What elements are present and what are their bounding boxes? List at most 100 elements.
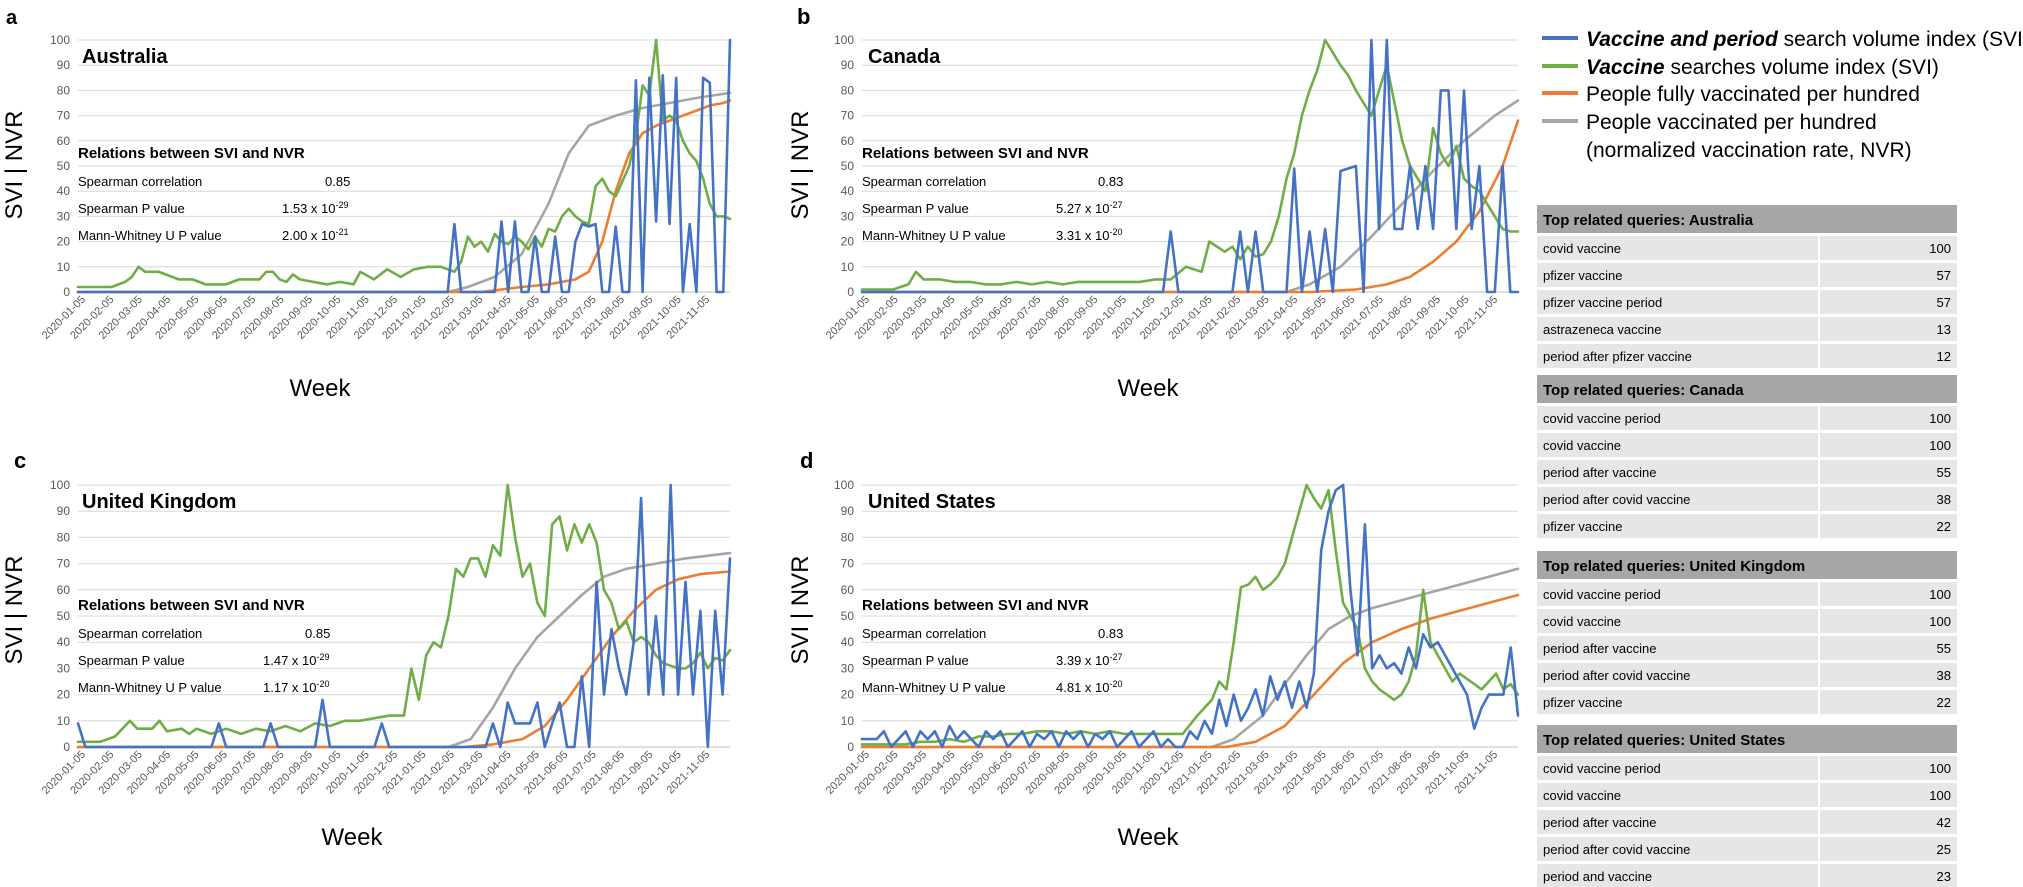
y-tick-label: 20 xyxy=(841,235,855,249)
table-cell-bg xyxy=(1537,263,1818,287)
stats-value-mann-whitney: 2.00 x 10-21 xyxy=(282,227,349,243)
table-cell-bg xyxy=(1820,837,1957,861)
y-tick-label: 70 xyxy=(841,109,855,123)
panel-letter: b xyxy=(797,4,810,29)
stats-label-spearman-p: Spearman P value xyxy=(862,653,969,668)
table-cell-bg xyxy=(1820,582,1957,606)
stats-value-spearman: 0.85 xyxy=(325,174,350,189)
y-tick-label: 50 xyxy=(57,609,71,623)
chart-panel-a: 01020304050607080901002020-01-052020-02-… xyxy=(1,7,732,402)
query-value: 100 xyxy=(1929,241,1951,256)
table-title: Top related queries: Australia xyxy=(1543,212,1754,229)
panel-letter: c xyxy=(14,448,26,473)
table-header-bg xyxy=(1537,375,1957,403)
stats-label-mann-whitney: Mann-Whitney U P value xyxy=(862,680,1006,695)
y-tick-label: 20 xyxy=(57,688,71,702)
stats-label-spearman-p: Spearman P value xyxy=(862,201,969,216)
query-label: covid vaccine period xyxy=(1543,587,1661,602)
query-label: period after covid vaccine xyxy=(1543,492,1690,507)
chart-title: United States xyxy=(868,491,996,513)
stats-box: Relations between SVI and NVR Spearman c… xyxy=(78,597,330,695)
query-value: 100 xyxy=(1929,438,1951,453)
query-label: astrazeneca vaccine xyxy=(1543,322,1662,337)
table-cell-bg xyxy=(1537,837,1818,861)
query-label: covid vaccine xyxy=(1543,614,1621,629)
y-axis-label: SVI | NVR xyxy=(1,556,28,665)
y-tick-label: 80 xyxy=(57,530,71,544)
table-header-bg xyxy=(1537,725,1957,753)
query-value: 42 xyxy=(1937,815,1951,830)
table-cell-bg xyxy=(1820,406,1957,430)
legend-label-svi-vaccine: Vaccine searches volume index (SVI) xyxy=(1586,56,1939,79)
table-cell-bg xyxy=(1820,864,1957,887)
table-cell-bg xyxy=(1537,460,1818,484)
table-cell-bg xyxy=(1820,290,1957,314)
y-tick-label: 80 xyxy=(841,530,855,544)
y-tick-label: 10 xyxy=(841,260,855,274)
query-table: Top related queries: Australia covid vacc… xyxy=(1537,205,1957,368)
y-tick-label: 70 xyxy=(57,109,71,123)
legend-label-fully: People fully vaccinated per hundred xyxy=(1586,83,1920,106)
y-tick-label: 100 xyxy=(50,478,70,492)
query-label: covid vaccine period xyxy=(1543,761,1661,776)
svi-vaccine-line xyxy=(860,483,1520,746)
stats-value-spearman-p: 1.47 x 10-29 xyxy=(263,652,330,668)
table-cell-bg xyxy=(1537,344,1818,368)
y-tick-label: 0 xyxy=(847,285,854,299)
y-tick-label: 50 xyxy=(57,159,71,173)
vaccinated-line xyxy=(860,567,1520,749)
table-cell-bg xyxy=(1537,406,1818,430)
table-cell-bg xyxy=(1537,864,1818,887)
query-table: Top related queries: United Kingdom covid… xyxy=(1537,551,1957,714)
svi-period-line xyxy=(860,38,1520,294)
chart-panel-c: 01020304050607080901002020-01-052020-02-… xyxy=(1,448,732,851)
stats-title: Relations between SVI and NVR xyxy=(78,145,305,162)
y-tick-label: 30 xyxy=(57,209,71,223)
table-cell-bg xyxy=(1537,810,1818,834)
table-cell-bg xyxy=(1537,609,1818,633)
table-cell-bg xyxy=(1820,514,1957,538)
chart-title: United Kingdom xyxy=(82,491,236,513)
stats-value-spearman-p: 5.27 x 10-27 xyxy=(1056,200,1123,216)
y-tick-label: 20 xyxy=(57,235,71,249)
stats-value-mann-whitney: 1.17 x 10-20 xyxy=(263,679,330,695)
stats-label-spearman-p: Spearman P value xyxy=(78,653,185,668)
stats-label-spearman: Spearman correlation xyxy=(78,626,202,641)
table-cell-bg xyxy=(1537,290,1818,314)
stats-label-spearman: Spearman correlation xyxy=(78,174,202,189)
query-label: pfizer vaccine xyxy=(1543,695,1622,710)
query-value: 12 xyxy=(1937,349,1951,364)
stats-value-spearman: 0.83 xyxy=(1098,174,1123,189)
table-cell-bg xyxy=(1820,783,1957,807)
query-value: 22 xyxy=(1937,695,1951,710)
table-cell-bg xyxy=(1820,663,1957,687)
table-cell-bg xyxy=(1820,236,1957,260)
y-tick-label: 0 xyxy=(63,285,70,299)
y-tick-label: 90 xyxy=(57,504,71,518)
table-cell-bg xyxy=(1820,690,1957,714)
x-axis-label: Week xyxy=(322,824,384,851)
stats-label-spearman-p: Spearman P value xyxy=(78,201,185,216)
stats-title: Relations between SVI and NVR xyxy=(862,145,1089,162)
y-tick-label: 10 xyxy=(57,260,71,274)
y-tick-label: 0 xyxy=(847,740,854,754)
svi-period-line xyxy=(860,483,1520,749)
query-value: 100 xyxy=(1929,614,1951,629)
query-value: 100 xyxy=(1929,587,1951,602)
table-cell-bg xyxy=(1820,810,1957,834)
chart-panel-b: 01020304050607080901002020-01-052020-02-… xyxy=(787,4,1520,402)
table-cell-bg xyxy=(1537,317,1818,341)
fully-vaccinated-line xyxy=(76,570,732,749)
query-label: period after vaccine xyxy=(1543,641,1656,656)
query-label: period after pfizer vaccine xyxy=(1543,349,1692,364)
y-tick-label: 60 xyxy=(841,134,855,148)
y-tick-label: 0 xyxy=(63,740,70,754)
stats-label-mann-whitney: Mann-Whitney U P value xyxy=(78,680,222,695)
y-tick-label: 40 xyxy=(57,635,71,649)
query-value: 38 xyxy=(1937,492,1951,507)
legend: Vaccine and period search volume index (… xyxy=(1542,28,2023,162)
svi-period-line xyxy=(76,38,732,294)
query-label: period and vaccine xyxy=(1543,869,1652,884)
stats-box: Relations between SVI and NVR Spearman c… xyxy=(78,145,350,243)
